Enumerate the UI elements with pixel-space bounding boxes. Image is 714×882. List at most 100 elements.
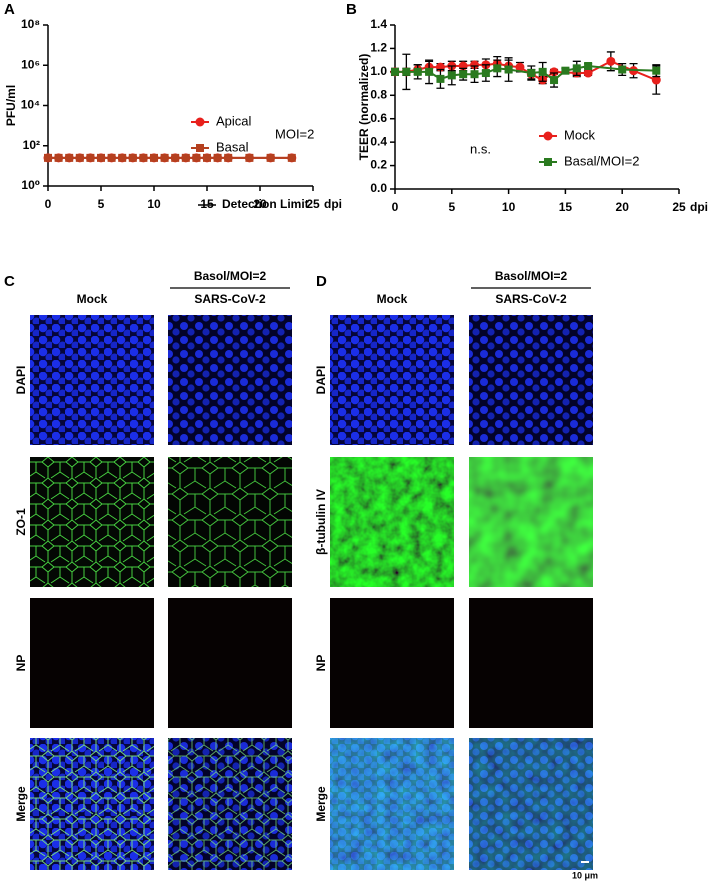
data-point bbox=[245, 153, 254, 162]
column-label: SARS-CoV-2 bbox=[194, 292, 266, 306]
legend-label: Mock bbox=[564, 127, 596, 142]
micrograph bbox=[469, 457, 593, 587]
data-point bbox=[65, 153, 74, 162]
micrograph bbox=[30, 598, 154, 728]
row-label: DAPI bbox=[314, 366, 328, 395]
micrograph bbox=[30, 315, 154, 445]
scale-bar-label: 10 μm bbox=[572, 870, 598, 880]
row-label: ZO-1 bbox=[14, 508, 28, 536]
legend-label: Basal bbox=[216, 139, 249, 154]
data-point bbox=[470, 70, 479, 79]
row-label: Merge bbox=[314, 786, 328, 822]
data-point bbox=[139, 153, 148, 162]
y-tick-label: 10⁴ bbox=[21, 98, 40, 112]
column-label: Mock bbox=[377, 292, 408, 306]
y-tick-label: 0.0 bbox=[370, 181, 387, 195]
micrograph bbox=[168, 598, 292, 728]
data-point bbox=[413, 67, 422, 76]
y-tick-label: 10² bbox=[23, 138, 40, 152]
data-point bbox=[75, 153, 84, 162]
x-tick-label: 0 bbox=[45, 197, 52, 211]
column-label: Mock bbox=[77, 292, 108, 306]
x-tick-label: 10 bbox=[147, 197, 161, 211]
x-tick-label: 15 bbox=[559, 200, 573, 214]
data-point bbox=[447, 71, 456, 80]
data-point bbox=[538, 67, 547, 76]
data-point bbox=[651, 75, 661, 85]
group-label: Basol/MOI=2 bbox=[194, 269, 267, 283]
data-point bbox=[527, 69, 536, 78]
legend-label: Basal/MOI=2 bbox=[564, 153, 640, 168]
y-tick-label: 1.0 bbox=[370, 64, 387, 78]
row-label: DAPI bbox=[14, 366, 28, 395]
legend-marker bbox=[543, 131, 553, 141]
data-point bbox=[150, 153, 158, 162]
data-point bbox=[224, 153, 233, 162]
y-tick-label: 10⁶ bbox=[21, 57, 40, 71]
y-tick-label: 0.4 bbox=[370, 134, 387, 148]
x-tick-label: 10 bbox=[502, 200, 516, 214]
data-point bbox=[425, 67, 434, 76]
data-point bbox=[481, 69, 490, 78]
row-label: NP bbox=[314, 655, 328, 672]
row-label: Merge bbox=[14, 786, 28, 822]
x-tick-label: 20 bbox=[253, 197, 267, 211]
x-tick-label: 15 bbox=[200, 197, 214, 211]
micrograph-overlay bbox=[168, 738, 292, 870]
legend-label: Apical bbox=[216, 113, 252, 128]
y-tick-label: 1.2 bbox=[370, 41, 387, 55]
panel-label: B bbox=[346, 1, 357, 18]
series-line bbox=[395, 60, 657, 82]
data-point bbox=[266, 153, 275, 162]
micrograph bbox=[168, 457, 292, 587]
micrograph bbox=[168, 315, 292, 445]
x-tick-label: 0 bbox=[392, 200, 399, 214]
data-point bbox=[203, 153, 211, 162]
data-point bbox=[652, 66, 661, 75]
micrograph bbox=[30, 457, 154, 587]
data-point bbox=[606, 56, 616, 66]
group-label: Basol/MOI=2 bbox=[495, 269, 568, 283]
data-point bbox=[107, 153, 116, 162]
data-point bbox=[128, 153, 137, 162]
data-point bbox=[287, 153, 296, 162]
data-point bbox=[160, 153, 169, 162]
panel-label: A bbox=[4, 1, 15, 18]
data-point bbox=[493, 64, 502, 73]
data-point bbox=[97, 153, 105, 162]
data-point bbox=[504, 65, 513, 74]
x-tick-label: 5 bbox=[448, 200, 455, 214]
micrograph-overlay bbox=[469, 738, 593, 870]
row-label: NP bbox=[14, 655, 28, 672]
y-tick-label: 10⁸ bbox=[21, 17, 40, 31]
data-point bbox=[618, 65, 627, 74]
legend-marker bbox=[195, 117, 205, 127]
data-point bbox=[459, 70, 468, 79]
data-point bbox=[213, 153, 222, 162]
x-tick-label: 25 bbox=[306, 197, 320, 211]
data-point bbox=[436, 74, 445, 83]
data-point bbox=[181, 153, 190, 162]
legend-marker bbox=[196, 144, 204, 152]
data-point bbox=[192, 153, 201, 162]
y-axis-label: PFU/ml bbox=[4, 85, 18, 126]
data-point bbox=[44, 153, 52, 162]
x-tick-label: 5 bbox=[98, 197, 105, 211]
data-point bbox=[171, 153, 180, 162]
micrograph bbox=[330, 457, 454, 587]
data-point bbox=[391, 67, 399, 76]
x-axis-label: dpi bbox=[690, 200, 708, 214]
y-tick-label: 0.8 bbox=[370, 87, 387, 101]
data-point bbox=[470, 60, 480, 70]
data-point bbox=[118, 153, 127, 162]
y-tick-label: 0.2 bbox=[370, 158, 387, 172]
data-point bbox=[54, 153, 63, 162]
data-point bbox=[572, 64, 581, 73]
legend-marker bbox=[544, 158, 552, 166]
x-tick-label: 20 bbox=[616, 200, 630, 214]
data-point bbox=[583, 68, 593, 78]
data-point bbox=[515, 62, 525, 72]
y-axis-label: TEER (normalized) bbox=[357, 54, 371, 161]
row-label: β-tubulin IV bbox=[314, 489, 328, 555]
